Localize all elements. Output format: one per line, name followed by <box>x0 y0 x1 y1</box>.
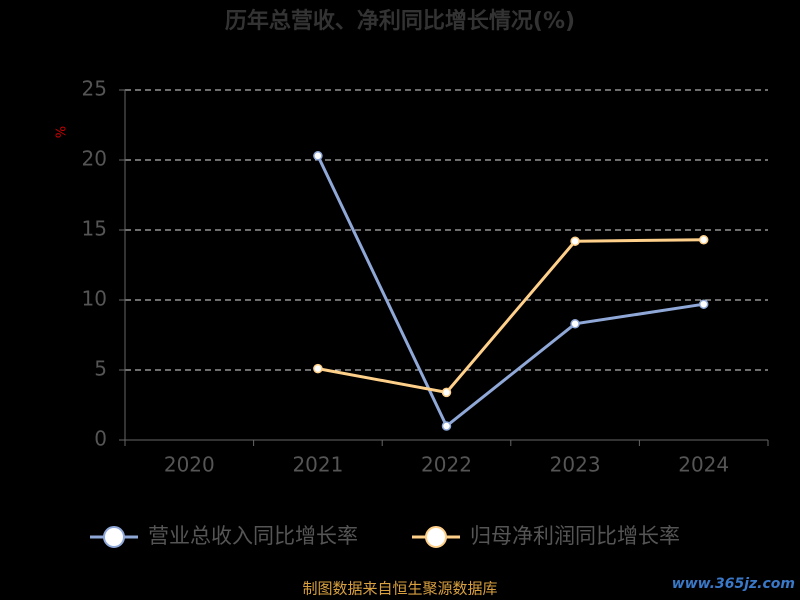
data-point <box>313 151 323 161</box>
x-tick-label: 2022 <box>421 453 472 477</box>
legend-marker <box>103 526 125 548</box>
x-tick-label: 2020 <box>164 453 215 477</box>
chart-title: 历年总营收、净利同比增长情况(%) <box>225 8 575 34</box>
y-tick-label: 0 <box>94 427 107 451</box>
source-note: 制图数据来自恒生聚源数据库 <box>302 580 497 598</box>
watermark: www.365jz.com <box>672 576 795 592</box>
data-point <box>441 387 452 398</box>
y-tick-label: 10 <box>82 287 107 311</box>
x-tick-label: 2024 <box>678 453 729 477</box>
legend-label: 营业总收入同比增长率 <box>148 524 358 548</box>
x-tick-label: 2023 <box>550 453 601 477</box>
data-point <box>441 421 452 431</box>
series-line <box>317 238 704 395</box>
data-point <box>313 363 323 374</box>
y-axis-label: % <box>55 126 70 138</box>
x-tick-label: 2021 <box>292 453 343 477</box>
y-tick-label: 20 <box>82 147 107 171</box>
data-point <box>570 319 580 329</box>
data-point <box>698 299 709 309</box>
data-point <box>698 235 709 245</box>
y-tick-label: 5 <box>94 357 107 381</box>
y-tick-label: 15 <box>82 217 107 241</box>
data-point <box>570 236 580 246</box>
series-line <box>316 155 704 429</box>
y-tick-label: 25 <box>82 77 107 101</box>
legend-label: 归母净利润同比增长率 <box>470 524 680 548</box>
legend-marker <box>425 526 447 548</box>
